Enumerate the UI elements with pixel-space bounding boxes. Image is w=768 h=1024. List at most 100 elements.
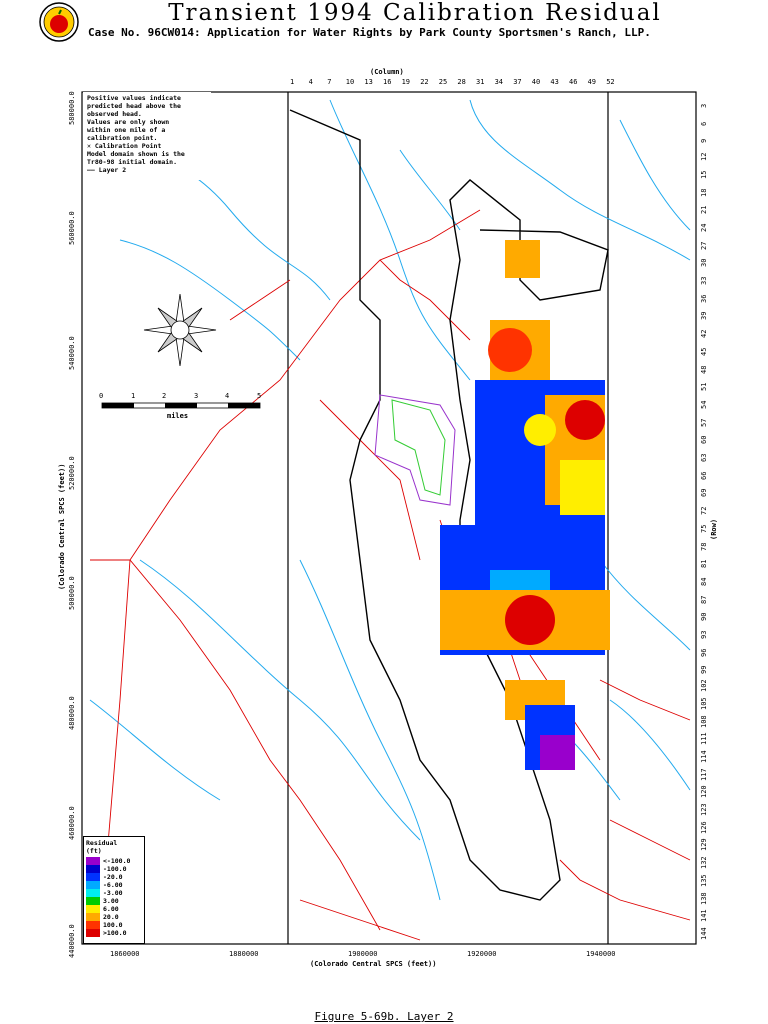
row-tick: 54 — [700, 400, 708, 409]
column-tick: 43 — [550, 78, 559, 86]
legend-swatch — [86, 897, 100, 905]
row-tick: 84 — [700, 577, 708, 586]
legend-swatch — [86, 889, 100, 897]
y-axis-label: (Colorado Central SPCS (feet)) — [58, 463, 66, 590]
legend-label: 3.00 — [103, 897, 119, 905]
notes-line: observed head. — [87, 110, 142, 118]
notes-line: —— Layer 2 — [87, 166, 127, 174]
column-tick: 19 — [401, 78, 411, 86]
legend-item: -20.0 — [86, 873, 142, 881]
x-tick: 1880000 — [229, 950, 259, 958]
row-tick: 15 — [700, 170, 708, 179]
row-tick: 51 — [700, 382, 708, 392]
legend-swatch — [86, 905, 100, 913]
legend-item: 3.00 — [86, 897, 142, 905]
legend-label: -100.0 — [103, 865, 127, 873]
legend-swatch — [86, 865, 100, 873]
y-tick: 560000.0 — [68, 211, 76, 245]
notes-line: calibration point. — [87, 134, 158, 142]
row-tick: 42 — [700, 329, 708, 339]
legend-item: <-100.0 — [86, 857, 142, 865]
legend-item: 20.0 — [86, 913, 142, 921]
row-tick: 12 — [700, 152, 708, 162]
legend-items: <-100.0 -100.0 -20.0 -6.00 -3.00 3.00 6.00 20.0… — [86, 857, 142, 937]
row-tick: 141 — [700, 909, 708, 923]
column-tick: 13 — [364, 78, 373, 86]
row-tick: 36 — [700, 294, 708, 303]
scale-label: 4 — [225, 392, 230, 400]
legend-label: 100.0 — [103, 921, 123, 929]
legend-unit: (ft) — [86, 847, 102, 855]
row-tick: 111 — [700, 732, 708, 746]
row-tick: 78 — [700, 542, 708, 551]
scale-label: 3 — [194, 392, 199, 400]
row-tick: 90 — [700, 612, 708, 622]
scale-label: 1 — [131, 392, 136, 400]
legend-item: 100.0 — [86, 921, 142, 929]
legend-title: Residual — [86, 839, 118, 847]
scale-label: 5 — [257, 392, 262, 400]
scale-unit: miles — [167, 412, 189, 420]
notes-line: predicted head above the — [87, 102, 181, 110]
row-tick: 72 — [700, 506, 708, 516]
row-tick: 126 — [700, 821, 708, 834]
row-tick: 102 — [700, 679, 708, 693]
column-tick: 4 — [308, 78, 313, 86]
row-tick: 114 — [700, 750, 708, 763]
residual-legend: Residual (ft) <-100.0 -100.0 -20.0 -6.00 -3.… — [83, 836, 145, 944]
x-tick: 1900000 — [348, 950, 378, 958]
x-tick: 1920000 — [467, 950, 497, 958]
row-axis-ticks: 3 6 9 12 15 18 21 24 27 30 33 36 39 42 45 48 51 54 57 60 63 6… — [700, 0, 720, 1024]
legend-item: -100.0 — [86, 865, 142, 873]
page-title: Transient 1994 Calibration Residual — [168, 0, 662, 26]
column-tick: 22 — [420, 78, 429, 86]
row-tick: 48 — [700, 365, 708, 374]
legend-item: >100.0 — [86, 929, 142, 937]
legend-item: 6.00 — [86, 905, 142, 913]
legend-label: -20.0 — [103, 873, 123, 881]
column-tick: 52 — [606, 78, 615, 86]
column-tick: 10 — [345, 78, 355, 86]
column-tick: 28 — [457, 78, 466, 86]
column-tick: 34 — [494, 78, 504, 86]
logo — [39, 2, 79, 42]
row-tick: 39 — [700, 311, 708, 321]
column-tick: 7 — [327, 78, 332, 86]
legend-label: 6.00 — [103, 905, 119, 913]
row-tick: 120 — [700, 785, 708, 799]
row-tick: 138 — [700, 891, 708, 905]
row-tick: 18 — [700, 188, 708, 197]
legend-swatch — [86, 881, 100, 889]
y-tick: 520000.0 — [68, 456, 76, 490]
legend-label: <-100.0 — [103, 857, 131, 865]
row-tick: 87 — [700, 595, 708, 604]
row-tick: 9 — [700, 139, 708, 144]
column-tick: 31 — [476, 78, 485, 86]
column-tick: 16 — [383, 78, 392, 86]
row-tick: 57 — [700, 418, 708, 427]
legend-item: -6.00 — [86, 881, 142, 889]
page-subtitle: Case No. 96CW014: Application for Water … — [88, 26, 651, 39]
legend-label: >100.0 — [103, 929, 127, 937]
row-tick: 117 — [700, 767, 708, 781]
column-axis-ticks: 1 4 7 10 13 16 19 22 25 28 31 34 37 40 43 46 49 52 — [0, 78, 768, 88]
row-tick: 105 — [700, 697, 708, 710]
scale-label: 2 — [162, 392, 167, 400]
row-tick: 123 — [700, 803, 708, 816]
y-tick: 500000.0 — [68, 576, 76, 610]
legend-label: -3.00 — [103, 889, 123, 897]
row-tick: 75 — [700, 524, 708, 533]
legend-label: -6.00 — [103, 881, 123, 889]
row-tick: 93 — [700, 630, 708, 639]
column-tick: 37 — [513, 78, 522, 86]
row-tick: 3 — [700, 103, 708, 108]
legend-swatch — [86, 913, 100, 921]
notes-line: Values are only shown — [87, 118, 170, 126]
row-tick: 63 — [700, 453, 708, 462]
y-tick: 580000.0 — [68, 91, 76, 125]
row-tick: 81 — [700, 559, 708, 569]
row-tick: 66 — [700, 471, 708, 480]
row-tick: 6 — [700, 121, 708, 126]
column-tick: 25 — [438, 78, 448, 86]
y-tick: 460000.0 — [68, 806, 76, 840]
